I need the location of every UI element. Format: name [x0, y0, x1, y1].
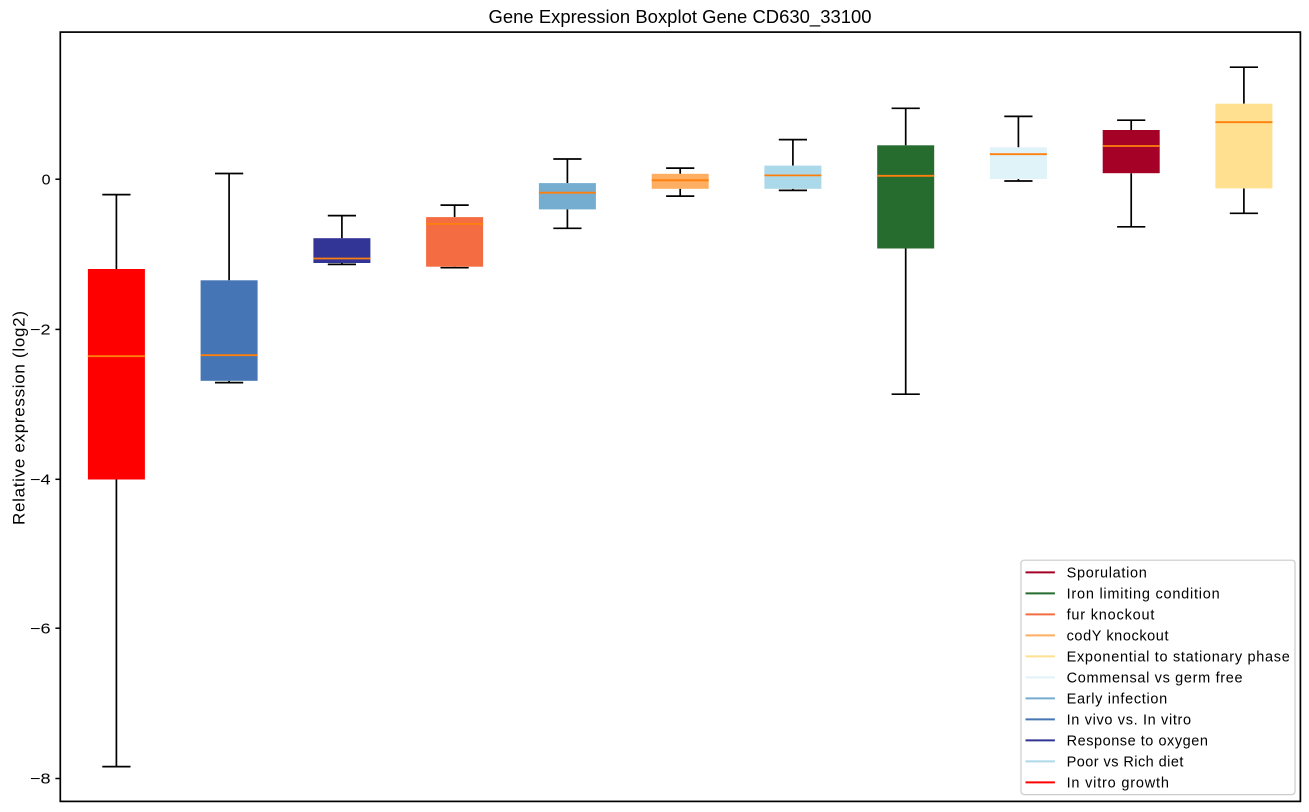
svg-text:Exponential to stationary phas: Exponential to stationary phase: [1067, 649, 1290, 665]
svg-text:Sporulation: Sporulation: [1067, 565, 1147, 581]
svg-text:Poor vs Rich diet: Poor vs Rich diet: [1067, 754, 1184, 770]
svg-text:Iron limiting condition: Iron limiting condition: [1067, 586, 1220, 602]
svg-text:In vitro growth: In vitro growth: [1067, 775, 1169, 791]
svg-text:Early infection: Early infection: [1067, 691, 1168, 707]
svg-text:Gene Expression Boxplot Gene C: Gene Expression Boxplot Gene CD630_33100: [489, 6, 872, 28]
svg-text:−8: −8: [30, 772, 51, 788]
svg-text:0: 0: [42, 172, 51, 188]
svg-text:Commensal vs germ free: Commensal vs germ free: [1067, 670, 1243, 686]
svg-text:Relative expression (log2): Relative expression (log2): [9, 311, 28, 525]
svg-text:In vivo vs. In vitro: In vivo vs. In vitro: [1067, 712, 1192, 728]
svg-text:−4: −4: [30, 473, 51, 489]
svg-text:fur knockout: fur knockout: [1067, 607, 1155, 623]
svg-text:−2: −2: [30, 323, 51, 339]
svg-text:codY knockout: codY knockout: [1067, 628, 1169, 644]
svg-text:Response to oxygen: Response to oxygen: [1067, 733, 1208, 749]
svg-text:−6: −6: [30, 621, 51, 637]
